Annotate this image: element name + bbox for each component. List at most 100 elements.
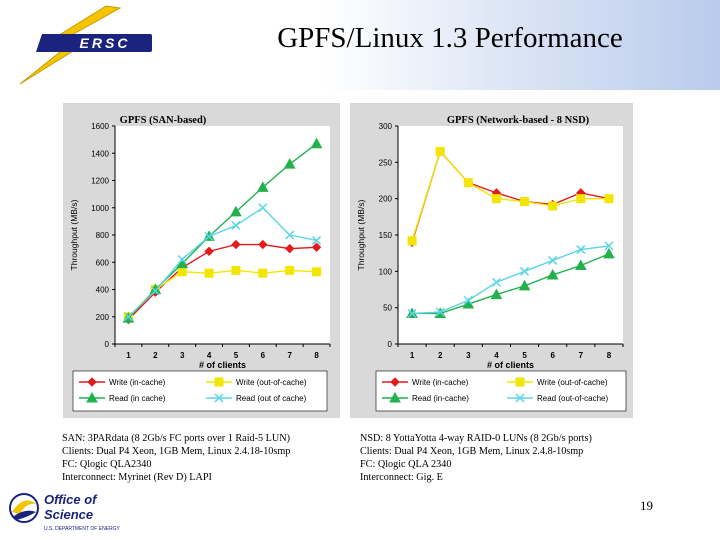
- chart-san-based: GPFS (SAN-based) 0 200 400 600 800 1000 1200 140…: [69, 115, 331, 412]
- legend-box: [72, 370, 328, 412]
- caption-line: Interconnect: Gig. E: [360, 472, 443, 483]
- y-tick-label: 0: [105, 340, 110, 349]
- caption-line: Clients: Dual P4 Xeon, 1GB Mem, Linux 2.…: [62, 446, 291, 457]
- data-point: [258, 203, 268, 213]
- data-point: [520, 266, 530, 276]
- doe-office-of-science-logo: Office of Science U.S. DEPARTMENT OF ENE…: [9, 492, 121, 532]
- y-tick-label: 400: [96, 286, 110, 295]
- legend-swatch-marker: [214, 377, 224, 387]
- x-tick-label: 1: [410, 351, 415, 360]
- plot-area: [398, 126, 623, 344]
- doe-logo-text-science: Science: [44, 507, 93, 522]
- legend-entry: Read (out of cache): [236, 394, 307, 403]
- series-line: [127, 206, 317, 318]
- x-tick-label: 4: [494, 351, 499, 360]
- x-tick-label: 4: [207, 351, 212, 360]
- data-point: [204, 231, 214, 241]
- data-point: [150, 286, 160, 296]
- x-tick-label: 7: [579, 351, 584, 360]
- y-tick-label: 50: [383, 304, 392, 313]
- data-point: [230, 205, 242, 217]
- data-point: [285, 230, 295, 240]
- data-point: [204, 268, 214, 278]
- chart-network-based: GPFS (Network-based - 8 NSD) 0 50 100 150 200…: [356, 115, 627, 412]
- x-tick-label: 5: [522, 351, 527, 360]
- y-tick-label: 800: [96, 231, 110, 240]
- y-tick-label: 1600: [91, 122, 109, 131]
- legend-swatch-marker: [86, 391, 98, 403]
- series-line: [412, 253, 610, 315]
- data-point: [177, 267, 187, 277]
- x-tick-label: 6: [550, 351, 555, 360]
- y-tick-label: 1400: [91, 149, 109, 158]
- data-point: [407, 308, 417, 319]
- data-point: [407, 236, 417, 246]
- data-point: [546, 268, 559, 280]
- y-tick-label: 250: [379, 158, 393, 167]
- legend-swatch-marker: [390, 377, 400, 387]
- legend-entry: Write (out-of-cache): [236, 378, 307, 387]
- data-point: [311, 242, 322, 252]
- y-tick-label: 100: [379, 267, 393, 276]
- legend-entry: Read (out-of-cache): [537, 394, 608, 403]
- data-point: [574, 259, 587, 271]
- legend-swatch-marker: [515, 377, 525, 387]
- caption-line: NSD: 8 YottaYotta 4-way RAID-0 LUNs (8 2…: [360, 433, 592, 444]
- data-point: [258, 268, 268, 278]
- x-tick-label: 6: [261, 351, 266, 360]
- x-tick-label: 2: [438, 351, 443, 360]
- caption-line: Clients: Dual P4 Xeon, 1GB Mem, Linux 2.…: [360, 446, 584, 457]
- plot-area: [115, 126, 330, 344]
- y-tick-label: 1200: [91, 177, 109, 186]
- data-point: [491, 194, 501, 204]
- data-point: [312, 267, 322, 277]
- y-tick-label: 200: [96, 313, 110, 322]
- page-number: 19: [640, 498, 653, 513]
- data-point: [490, 288, 503, 300]
- x-tick-label: 8: [607, 351, 612, 360]
- y-axis-label: Throughput (MB/s): [356, 199, 366, 270]
- legend-entry: Read (in cache): [109, 394, 166, 403]
- series-line: [412, 245, 610, 315]
- chart-title: GPFS (Network-based - 8 NSD): [447, 115, 590, 126]
- caption-line: SAN: 3PARdata (8 2Gb/s FC ports over 1 R…: [62, 433, 290, 444]
- data-point: [576, 245, 586, 255]
- data-point: [123, 312, 133, 322]
- doe-emblem-icon: [9, 493, 39, 523]
- x-tick-label: 7: [287, 351, 292, 360]
- x-tick-label: 2: [153, 351, 158, 360]
- data-point: [231, 220, 241, 230]
- caption-line: Interconnect: Myrinet (Rev D) LAPI: [62, 472, 212, 483]
- data-point: [231, 265, 241, 275]
- legend-entry: Write (in-cache): [109, 378, 166, 387]
- x-tick-label: 3: [180, 351, 185, 360]
- doe-logo-text-office: Office of: [44, 492, 98, 507]
- y-tick-label: 300: [379, 122, 393, 131]
- data-point: [520, 197, 530, 207]
- x-axis-label: # of clients: [487, 360, 534, 370]
- data-point: [231, 239, 241, 250]
- data-point: [310, 137, 323, 149]
- data-point: [518, 279, 531, 291]
- data-point: [603, 247, 615, 259]
- x-tick-label: 1: [126, 351, 131, 360]
- data-point: [576, 194, 586, 204]
- legend-swatch-marker: [87, 377, 97, 387]
- legend-swatch-marker: [389, 391, 401, 403]
- data-point: [463, 295, 473, 305]
- doe-logo-text-department: U.S. DEPARTMENT OF ENERGY: [44, 526, 121, 532]
- data-point: [258, 239, 268, 250]
- y-tick-label: 1000: [91, 204, 109, 213]
- y-tick-label: 0: [388, 340, 393, 349]
- data-point: [284, 243, 295, 254]
- data-point: [177, 254, 187, 265]
- chart-panel-san: GPFS (SAN-based) 0 200 400 600 800 1000 1200 140…: [63, 103, 340, 418]
- data-point: [435, 307, 445, 317]
- slide-title: GPFS/Linux 1.3 Performance: [277, 22, 623, 54]
- y-tick-label: 200: [379, 195, 393, 204]
- x-tick-label: 3: [466, 351, 471, 360]
- data-point: [435, 146, 445, 156]
- legend-entry: Write (out-of-cache): [537, 378, 608, 387]
- x-tick-label: 8: [314, 351, 319, 360]
- series-line: [411, 150, 609, 242]
